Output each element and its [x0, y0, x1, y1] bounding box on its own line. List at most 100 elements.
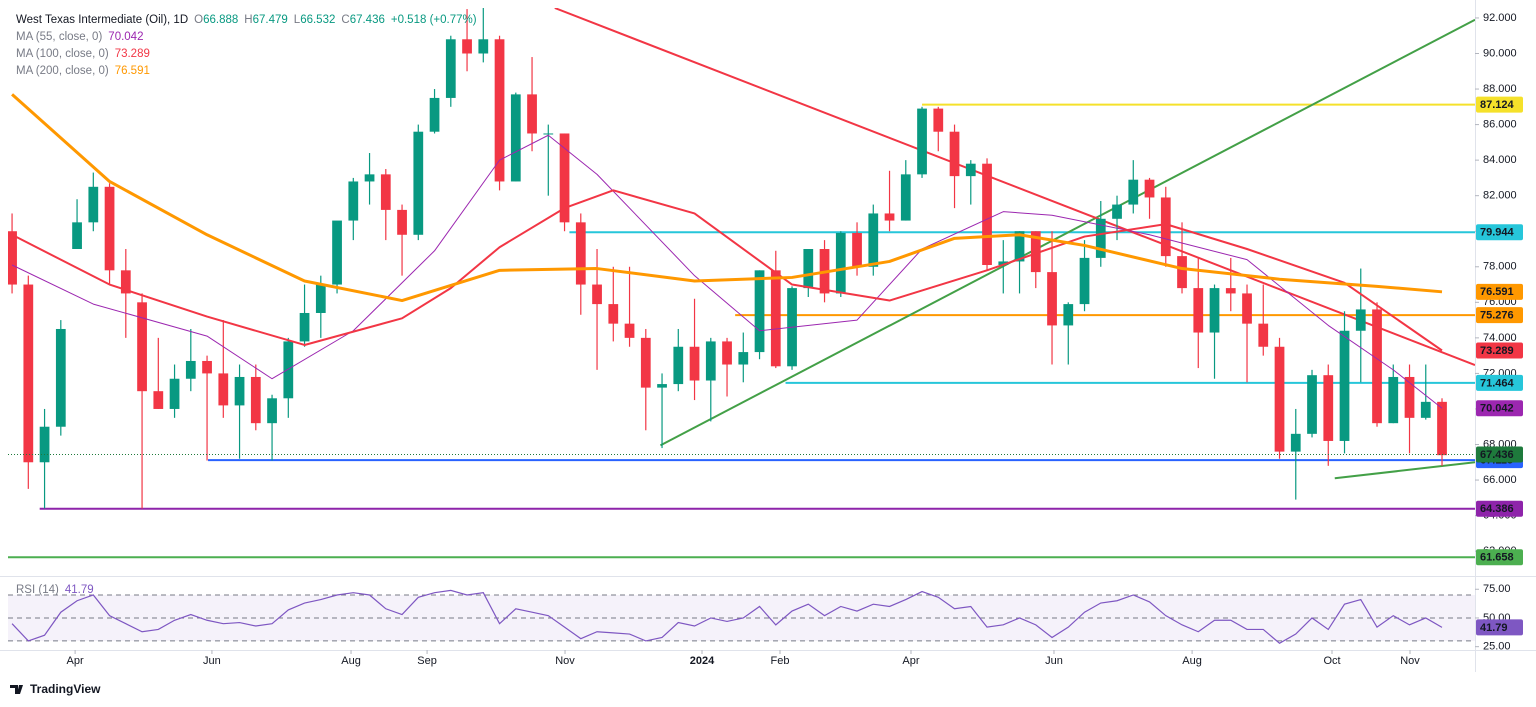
rsi-line	[11, 589, 1443, 644]
main-pane	[8, 8, 1475, 559]
candle-body	[413, 131, 424, 235]
x-tick-label: Nov	[555, 655, 575, 667]
candle-body	[803, 249, 814, 289]
badge-box	[1476, 400, 1523, 417]
candle-body	[624, 323, 635, 338]
candle-body	[868, 213, 879, 267]
candle-body	[234, 376, 245, 406]
candle-body	[1339, 330, 1350, 441]
candle-body	[185, 360, 196, 379]
candle-body	[1225, 288, 1236, 294]
candle-body	[1290, 433, 1301, 452]
badge-box	[1476, 342, 1523, 359]
candle-body	[965, 163, 976, 177]
candle-body	[592, 284, 602, 305]
y-tick-label: 88.000	[1483, 83, 1517, 95]
ma-value: 76.591	[115, 65, 150, 77]
candle-body	[169, 378, 180, 409]
close-value: 67.436	[350, 14, 385, 26]
candle-body	[283, 341, 294, 399]
badge-box	[1476, 619, 1523, 636]
y-tick-label: 82.000	[1483, 190, 1517, 202]
candle-body	[72, 222, 82, 250]
candle-body	[55, 328, 66, 427]
candle-body	[1242, 293, 1252, 324]
badge-label: 75.276	[1480, 310, 1514, 322]
candle-body	[1095, 218, 1106, 258]
candle-body	[88, 186, 99, 223]
y-tick-label: 86.000	[1483, 118, 1517, 130]
price-badge: 70.042	[1476, 400, 1523, 417]
ma-legend-entry: MA (200, close, 0) 76.591	[16, 65, 150, 77]
badge-label: 71.464	[1480, 377, 1515, 389]
y-tick-label: 74.000	[1483, 332, 1517, 344]
price-badge: 64.386	[1476, 500, 1523, 517]
x-tick-label: Apr	[902, 655, 919, 667]
legend-rsi: RSI (14) 41.79	[16, 584, 94, 596]
candle-body	[137, 302, 147, 392]
badge-box	[1476, 500, 1523, 517]
price-badge: 71.464	[1476, 374, 1523, 391]
candle-body	[1209, 288, 1220, 333]
candle-body	[1258, 323, 1269, 347]
candle-body	[900, 174, 911, 221]
candle-body	[1112, 204, 1122, 219]
x-tick-label: Aug	[1182, 655, 1202, 667]
rsi-tick-label: 75.00	[1483, 583, 1511, 595]
candle-body	[640, 337, 651, 388]
badge-label: 73.289	[1480, 345, 1514, 357]
candle-body	[1079, 257, 1090, 305]
candle-body	[852, 233, 862, 267]
trend-line	[659, 18, 1475, 447]
candle-body	[104, 186, 115, 271]
price-badge: 75.276	[1476, 307, 1523, 324]
x-tick-label: Jun	[203, 655, 221, 667]
badge-label: 70.042	[1480, 403, 1514, 415]
price-badge: 87.124	[1476, 96, 1523, 113]
x-tick-label: Feb	[771, 655, 790, 667]
ma-name: MA (55, close, 0)	[16, 31, 102, 43]
candle-body	[1144, 179, 1155, 198]
x-tick-label: Jun	[1045, 655, 1063, 667]
badge-label: 87.124	[1480, 99, 1515, 111]
open-label: O	[194, 14, 203, 26]
badge-label: 76.591	[1480, 286, 1514, 298]
candle-body	[608, 304, 619, 324]
candle-body	[917, 108, 927, 175]
candle-body	[1404, 376, 1415, 418]
price-badge: 41.79	[1476, 619, 1523, 636]
badge-box	[1476, 374, 1523, 391]
legend-main: West Texas Intermediate (Oil), 1D O66.888…	[16, 14, 477, 26]
candle-body	[543, 133, 554, 135]
ma-name: MA (100, close, 0)	[16, 48, 109, 60]
badge-label: 61.658	[1480, 552, 1514, 564]
candle-body	[445, 39, 456, 98]
badge-label: 79.944	[1480, 227, 1515, 239]
rsi-value: 41.79	[65, 584, 94, 596]
candle-body	[1014, 231, 1025, 262]
candle-body	[1160, 197, 1171, 257]
trend-line	[554, 8, 1475, 366]
candle-body	[299, 312, 310, 342]
badge-box	[1476, 224, 1523, 241]
y-tick-label: 90.000	[1483, 47, 1517, 59]
close-label: C	[341, 14, 349, 26]
candle-body	[153, 391, 164, 409]
candle-body	[218, 373, 229, 406]
candle-body	[8, 231, 17, 285]
ma-legend-entry: MA (100, close, 0) 73.289	[16, 48, 150, 60]
candle-body	[510, 94, 521, 182]
ma-value: 70.042	[108, 31, 143, 43]
candle-body	[1274, 346, 1285, 452]
price-badge: 79.944	[1476, 224, 1523, 241]
candle-body	[429, 97, 440, 132]
x-tick-label: Aug	[341, 655, 361, 667]
low-value: 66.532	[300, 14, 335, 26]
candle-body	[397, 209, 407, 235]
candle-body	[689, 346, 700, 381]
high-label: H	[244, 14, 252, 26]
candle-body	[835, 233, 846, 294]
badge-box	[1476, 307, 1523, 324]
candle-body	[933, 108, 944, 132]
x-tick-label: 2024	[690, 655, 715, 667]
